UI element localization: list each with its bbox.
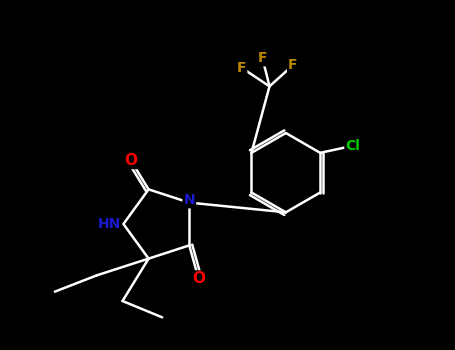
Text: F: F bbox=[288, 58, 298, 72]
Text: F: F bbox=[237, 61, 246, 75]
Text: HN: HN bbox=[98, 217, 121, 231]
Text: F: F bbox=[258, 51, 267, 65]
Text: O: O bbox=[124, 153, 137, 168]
Text: N: N bbox=[183, 193, 195, 207]
Text: Cl: Cl bbox=[345, 139, 360, 153]
Text: O: O bbox=[192, 272, 205, 287]
